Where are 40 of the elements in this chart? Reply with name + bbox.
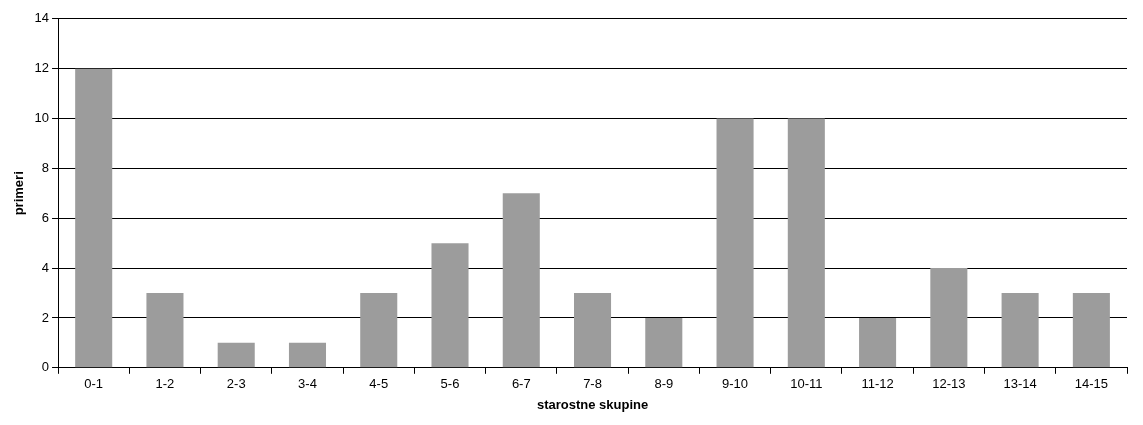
bar [360, 293, 398, 368]
bar [1072, 293, 1110, 368]
y-tick-label: 14 [34, 10, 50, 26]
x-tick-label: 7-8 [583, 376, 602, 392]
x-tick-label: 0-1 [84, 376, 104, 392]
x-tick-label: 2-3 [226, 376, 246, 392]
x-tick-label: 5-6 [440, 376, 460, 392]
bar [930, 268, 968, 368]
y-tick-label: 12 [34, 60, 50, 76]
x-tick-label: 8-9 [654, 376, 674, 392]
x-tick-label: 4-5 [369, 376, 389, 392]
x-tick-label: 9-10 [722, 376, 749, 392]
bar [75, 68, 113, 368]
y-tick-label: 2 [41, 309, 50, 325]
x-tick-label: 11-12 [861, 376, 894, 392]
x-tick-label: 10-11 [790, 376, 823, 392]
bar [859, 317, 897, 368]
x-axis-title: starostne skupine [536, 396, 649, 412]
bar [574, 293, 612, 368]
bar [645, 317, 683, 368]
x-tick-label: 13-14 [1003, 376, 1037, 392]
bar [787, 118, 825, 368]
bar [502, 193, 540, 368]
x-tick-label: 12-13 [932, 376, 966, 392]
x-tick-label: 1-2 [155, 376, 175, 392]
y-tick-label: 8 [41, 159, 50, 175]
bar [146, 293, 184, 368]
x-tick-label: 3-4 [298, 376, 317, 392]
y-tick-label: 4 [41, 259, 50, 275]
bar [431, 243, 469, 368]
bar [217, 342, 255, 368]
x-tick-label: 6-7 [511, 376, 531, 392]
y-tick-label: 10 [34, 110, 50, 126]
bar [1001, 293, 1039, 368]
y-tick-label: 0 [41, 359, 50, 375]
bar [288, 342, 327, 368]
bar [716, 118, 754, 368]
x-tick-label: 14-15 [1074, 376, 1108, 392]
y-axis-title: primeri [11, 171, 27, 216]
y-tick-label: 6 [41, 209, 50, 225]
